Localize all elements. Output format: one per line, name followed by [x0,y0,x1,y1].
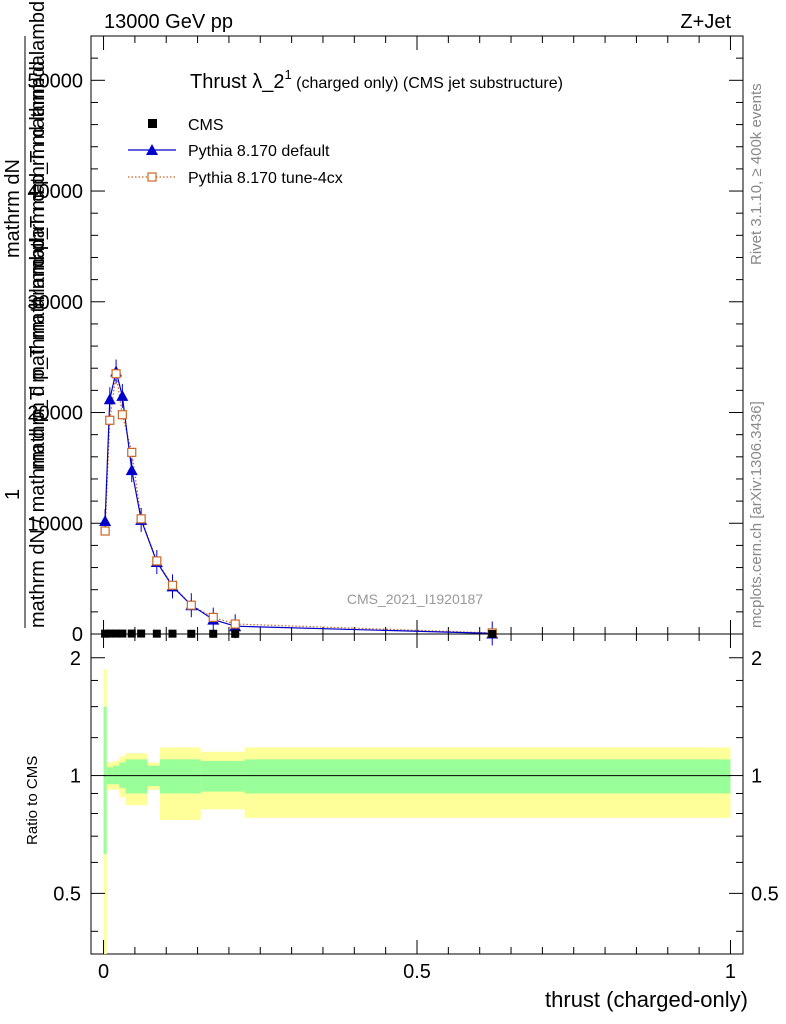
point-default [103,393,116,405]
point-tune [100,526,110,536]
point-tune [230,619,240,629]
x-axis-label: thrust (charged-only) [545,987,748,1012]
x-tick-label: 0.5 [403,961,431,983]
plot-title-sub: (charged only) (CMS jet substructure) [292,75,563,92]
main-ylabel: 1 mathrm dN mathrm d p_T mathrm d lambda… [2,0,49,628]
legend: CMS Pythia 8.170 default Pythia 8.170 tu… [128,117,343,187]
main-y-tick-label: 40000 [27,181,83,203]
main-axis-ticks: 0 10000 20000 30000 40000 50000 [27,35,743,646]
mcplots-text: mcplots.cern.ch [arXiv:1306.3436] [748,401,765,628]
point-default [116,389,129,401]
ratio-y-tick-label-right: 1 [751,766,762,788]
point-tune [105,415,115,425]
ylabel-frac-bottom: mathrm d p_T mathrm d lambda [27,0,49,275]
legend-marker-cms [148,119,157,128]
main-y-tick-label: 0 [72,624,83,646]
legend-marker-tune [147,172,157,182]
legend-label-tune: Pythia 8.170 tune-4cx [188,170,343,187]
ratio-band-inner [125,759,148,794]
point-tune [117,410,127,420]
header-left: 13000 GeV pp [104,11,233,33]
rivet-version-text: Rivet 3.1.10, ≥ 400k events [748,83,765,265]
ratio-band-inner [103,706,107,855]
legend-label-default: Pythia 8.170 default [188,143,330,160]
ratio-band-inner [200,760,245,792]
point-tune [167,580,178,590]
ylabel-frac-top: mathrm dN [2,159,24,258]
main-y-tick-label: 50000 [27,70,83,92]
ylabel-numerator: 1 [2,489,24,500]
analysis-watermark: CMS_2021_I1920187 [347,591,483,607]
ratio-data-layer [103,669,731,954]
point-default [99,515,112,527]
header-right: Z+Jet [680,11,731,33]
main-y-tick-label: 30000 [27,292,83,314]
ratio-y-tick-label: 2 [70,648,81,670]
ylabel-denominator-a: mathrm d p_T mathrm d p_T mathrm d lambd… [27,54,49,470]
legend-label-cms: CMS [188,117,224,134]
ratio-ylabel: Ratio to CMS [24,756,41,845]
point-tune [111,369,121,379]
main-y-tick-label: 10000 [27,513,83,535]
x-tick-label: 0 [98,961,109,983]
ratio-y-tick-label: 0.5 [53,883,81,905]
legend-marker-default [146,144,158,155]
ratio-y-tick-label-right: 2 [751,648,762,670]
point-tune [127,447,137,457]
point-default [125,464,138,476]
plot-title-main: Thrust λ_2 [190,71,284,93]
point-tune [208,612,218,622]
main-y-tick-label: 20000 [27,403,83,425]
x-tick-label: 1 [725,961,736,983]
ratio-band-inner [112,765,120,785]
point-tune [136,514,146,524]
point-tune [186,600,196,610]
ratio-y-tick-label: 1 [70,766,81,788]
point-tune [152,556,162,566]
ratio-axis-ticks: 0.5 0.5 1 1 2 2 0 0.5 1 [53,634,779,983]
ylabel-denominator-b: mathrm dN / mathrm d p_T mathrm d lambda [27,226,49,628]
ratio-band-inner [159,759,201,794]
plot-title-sup: 1 [284,67,291,82]
main-data-layer [99,359,499,646]
ratio-band-inner [244,759,731,794]
ratio-y-tick-label-right: 0.5 [751,883,779,905]
plot-title: Thrust λ_21 (charged only) (CMS jet subs… [190,67,563,93]
